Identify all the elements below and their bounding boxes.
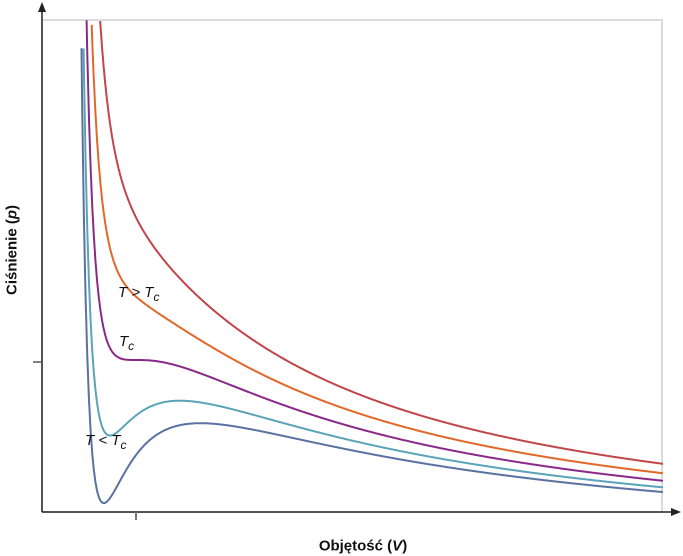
isotherm-curves — [80, 20, 664, 504]
x-axis-label: Objętość (V) — [318, 537, 408, 555]
x-axis-arrow-icon — [671, 508, 681, 516]
isotherm-curve-4 — [82, 48, 663, 489]
isotherm-curve-5 — [80, 48, 663, 504]
label-t-above-tc: T > Tc — [118, 284, 160, 304]
label-tc: Tc — [119, 333, 135, 353]
isotherm-curve-1 — [99, 21, 663, 465]
isotherm-curve-3 — [85, 20, 664, 482]
y-axis-arrow-icon — [38, 2, 46, 12]
y-axis-label: Ciśnienie (p) — [3, 204, 21, 296]
label-t-below-tc: T < Tc — [85, 432, 127, 452]
isotherm-curve-2 — [90, 24, 663, 475]
plot-frame — [41, 19, 663, 513]
